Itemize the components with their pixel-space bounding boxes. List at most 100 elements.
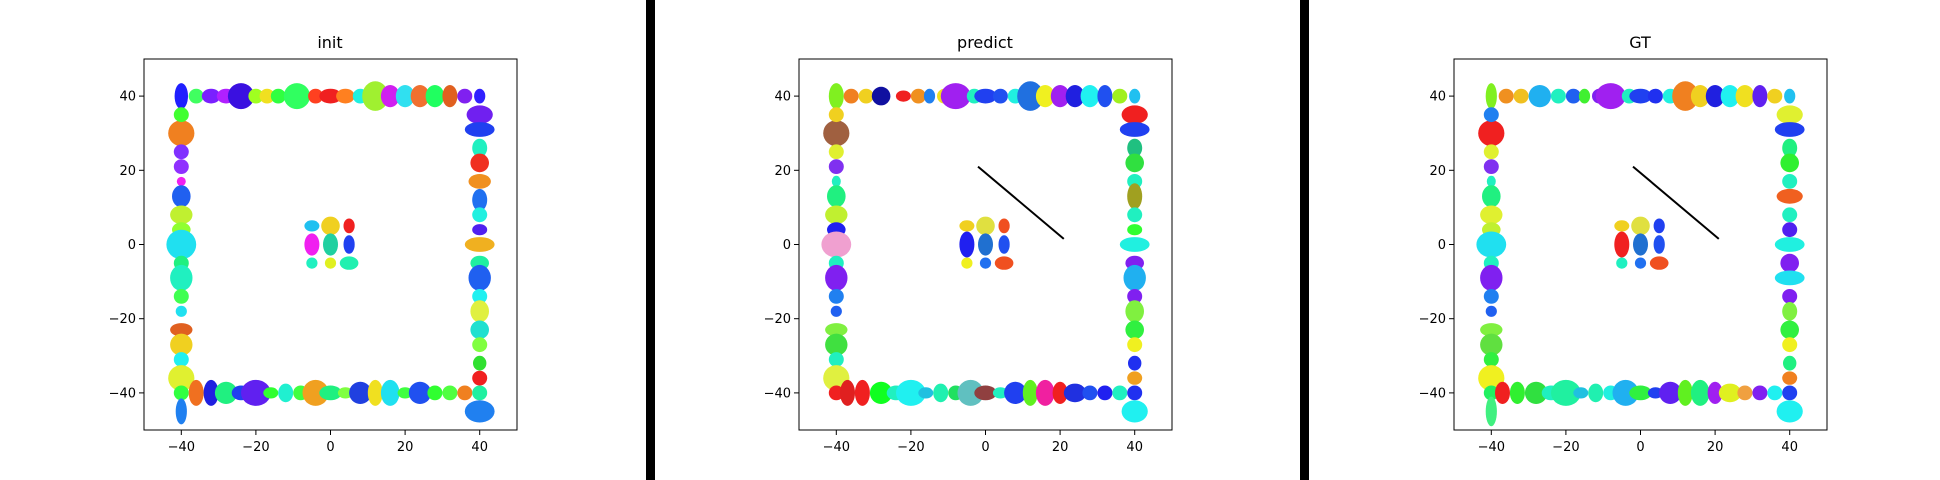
x-tick-label-gt-0: −40 (1478, 440, 1505, 455)
ellipse-init-69 (472, 224, 488, 236)
ellipse-init-8 (283, 83, 310, 110)
ellipse-gt-65 (1782, 174, 1798, 189)
ellipse-gt-58 (1767, 385, 1783, 401)
y-ticks-predict: −40 −20 0 20 40 (764, 90, 799, 401)
ellipse-gt-45 (1573, 387, 1589, 399)
ellipse-predict-21 (823, 120, 850, 147)
ellipse-predict-60 (1121, 105, 1148, 124)
ellipse-init-42 (214, 381, 238, 404)
x-tick-label-init-4: 40 (471, 440, 488, 455)
ellipse-predict-77 (959, 220, 975, 232)
x-tick-label-init-1: −20 (242, 440, 269, 455)
y-tick-label-gt-4: 40 (1429, 90, 1446, 105)
ellipse-predict-2 (858, 88, 874, 104)
ellipse-gt-77 (1782, 371, 1798, 385)
ellipse-gt-82 (1633, 233, 1648, 256)
ellipse-gt-20 (1784, 88, 1796, 104)
ellipse-init-86 (324, 257, 337, 269)
ellipse-predict-74 (1127, 337, 1143, 353)
ellipse-gt-72 (1782, 289, 1798, 304)
ellipse-predict-50 (1004, 381, 1027, 404)
ellipse-gt-34 (1480, 323, 1503, 337)
ellipse-init-59 (472, 385, 488, 401)
ellipse-gt-36 (1483, 352, 1499, 367)
ellipse-init-64 (472, 138, 488, 158)
y-tick-label-init-2: 0 (128, 238, 136, 253)
ellipse-predict-15 (1050, 85, 1070, 108)
ellipse-gt-32 (1483, 289, 1499, 304)
x-tick-label-gt-4: 40 (1781, 440, 1798, 455)
ellipse-gt-2 (1513, 88, 1529, 104)
ellipse-predict-31 (825, 264, 848, 291)
ellipse-init-22 (173, 107, 189, 123)
ellipse-predict-23 (828, 144, 844, 160)
ellipse-init-33 (175, 305, 187, 317)
ellipse-init-2 (201, 88, 221, 104)
ellipse-init-14 (380, 85, 400, 108)
ellipse-predict-18 (1097, 85, 1113, 108)
y-ticks-init: −40 −20 0 20 40 (109, 90, 144, 401)
ellipse-init-57 (442, 385, 458, 401)
ellipse-gt-63 (1782, 138, 1798, 158)
ellipse-gt-40 (1495, 381, 1510, 404)
ellipse-predict-45 (933, 383, 949, 403)
ellipse-gt-80 (1653, 218, 1665, 234)
x-tick-label-init-3: 20 (397, 440, 414, 455)
plot-area-gt (1476, 81, 1805, 427)
ellipse-init-65 (470, 153, 490, 173)
ellipse-init-16 (410, 85, 430, 108)
ellipse-predict-84 (979, 257, 992, 269)
ellipse-predict-17 (1080, 85, 1100, 108)
ellipse-gt-69 (1774, 237, 1805, 252)
ellipse-init-52 (367, 379, 383, 406)
ellipse-init-68 (472, 207, 488, 223)
panel-divider-left (646, 0, 655, 480)
ellipse-init-24 (173, 159, 189, 175)
ellipse-init-70 (464, 237, 495, 252)
ellipse-gt-39 (1485, 396, 1497, 427)
ellipse-gt-31 (1480, 264, 1503, 291)
x-tick-label-init-2: 0 (326, 440, 334, 455)
ellipse-predict-78 (976, 216, 995, 236)
ellipse-gt-74 (1780, 320, 1799, 340)
y-tick-label-predict-0: −40 (764, 386, 791, 401)
ellipse-predict-1 (843, 88, 859, 104)
ellipse-gt-81 (1614, 231, 1630, 258)
ellipse-init-18 (442, 85, 458, 108)
ellipse-gt-13 (1672, 81, 1699, 111)
ellipse-init-63 (464, 122, 495, 137)
ellipse-predict-19 (1112, 88, 1128, 104)
ellipse-gt-41 (1509, 381, 1525, 404)
ellipse-predict-44 (918, 387, 934, 399)
ellipse-predict-16 (1065, 85, 1085, 108)
ellipse-gt-44 (1551, 379, 1581, 406)
ellipse-init-60 (464, 400, 495, 423)
y-tick-label-init-1: −20 (109, 312, 136, 327)
ellipse-gt-55 (1718, 383, 1742, 403)
ellipse-predict-22 (828, 107, 844, 123)
ellipse-gt-0 (1485, 83, 1497, 110)
ellipse-gt-10 (1629, 88, 1652, 104)
ellipse-init-37 (168, 365, 195, 392)
ellipse-predict-20 (1129, 88, 1141, 104)
ellipse-gt-33 (1485, 305, 1497, 317)
ellipse-predict-80 (959, 231, 975, 258)
ellipse-init-4 (227, 83, 255, 110)
ellipse-predict-4 (895, 90, 911, 102)
ellipse-init-79 (304, 220, 320, 232)
ellipse-init-48 (302, 379, 329, 406)
trajectory-line-predict-0 (977, 165, 1065, 240)
y-tick-label-gt-2: 0 (1438, 238, 1446, 253)
ellipse-init-82 (304, 233, 320, 256)
ellipse-init-75 (470, 320, 490, 340)
ellipse-gt-84 (1616, 257, 1628, 269)
ellipse-init-23 (173, 144, 189, 160)
ellipse-gt-18 (1752, 85, 1768, 108)
ellipse-gt-52 (1677, 379, 1693, 406)
ellipse-init-83 (323, 233, 338, 256)
ellipse-predict-13 (1017, 81, 1044, 111)
ellipse-init-29 (166, 229, 197, 260)
ellipse-predict-0 (828, 83, 844, 110)
ellipse-gt-4 (1550, 88, 1566, 104)
ellipse-predict-27 (825, 205, 848, 225)
